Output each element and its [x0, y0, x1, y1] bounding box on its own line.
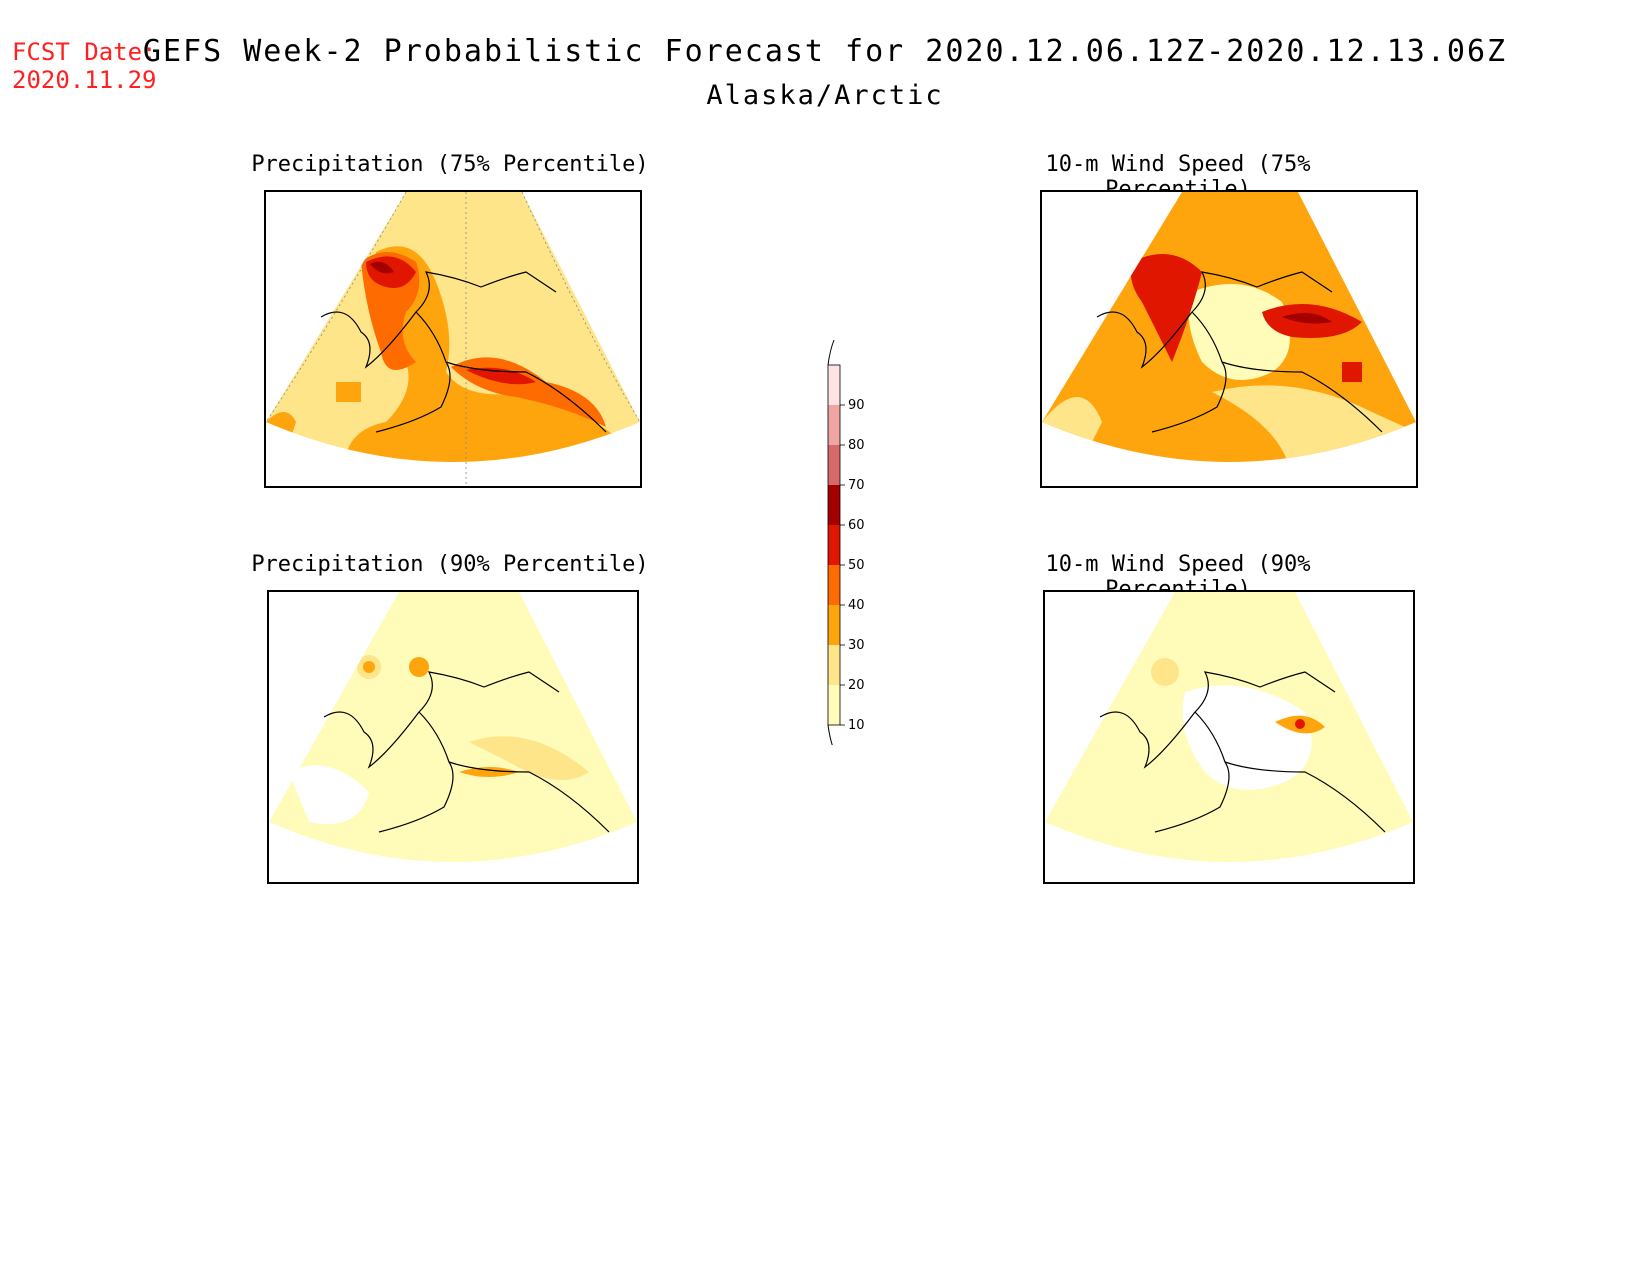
- colorbar-swatch: [828, 685, 840, 725]
- panel-title-precip-90: Precipitation (90% Percentile): [251, 552, 649, 577]
- map-panel-precip-90: [267, 590, 639, 884]
- colorbar-swatch: [828, 445, 840, 485]
- panel-title-precip-75: Precipitation (75% Percentile): [251, 152, 649, 177]
- colorbar-swatch: [828, 605, 840, 645]
- colorbar-tick-label: 50: [848, 558, 865, 573]
- colorbar-swatch: [828, 405, 840, 445]
- colorbar-outline: [827, 364, 841, 726]
- fcst-date-value: 2020.11.29: [12, 66, 157, 94]
- colorbar-tick-label: 70: [848, 478, 865, 493]
- page-subtitle: Alaska/Arctic: [706, 80, 944, 111]
- colorbar-swatch: [828, 645, 840, 685]
- colorbar-top-tip: [827, 339, 835, 366]
- colorbar-tick-label: 40: [848, 598, 865, 613]
- colorbar-swatch: [828, 565, 840, 605]
- colorbar-tick-label: 60: [848, 518, 865, 533]
- colorbar-tick-label: 30: [848, 638, 865, 653]
- colorbar-tick-label: 90: [848, 398, 865, 413]
- fcst-date-label: FCST Date:: [12, 38, 157, 66]
- colorbar-tick-label: 20: [848, 678, 865, 693]
- map-panel-precip-75: [264, 190, 642, 488]
- page-title: GEFS Week-2 Probabilistic Forecast for 2…: [142, 34, 1508, 69]
- colorbar-bottom-tip: [827, 724, 835, 751]
- map-panel-wind-90: [1043, 590, 1415, 884]
- colorbar-tick-label: 80: [848, 438, 865, 453]
- colorbar: 10 20 30 40 50 60 70 80 90: [820, 335, 880, 751]
- fcst-date-block: FCST Date: 2020.11.29: [12, 38, 157, 94]
- colorbar-tick-label: 10: [848, 718, 865, 733]
- colorbar-swatch: [828, 365, 840, 405]
- colorbar-swatch: [828, 525, 840, 565]
- colorbar-swatch: [828, 485, 840, 525]
- map-panel-wind-75: [1040, 190, 1418, 488]
